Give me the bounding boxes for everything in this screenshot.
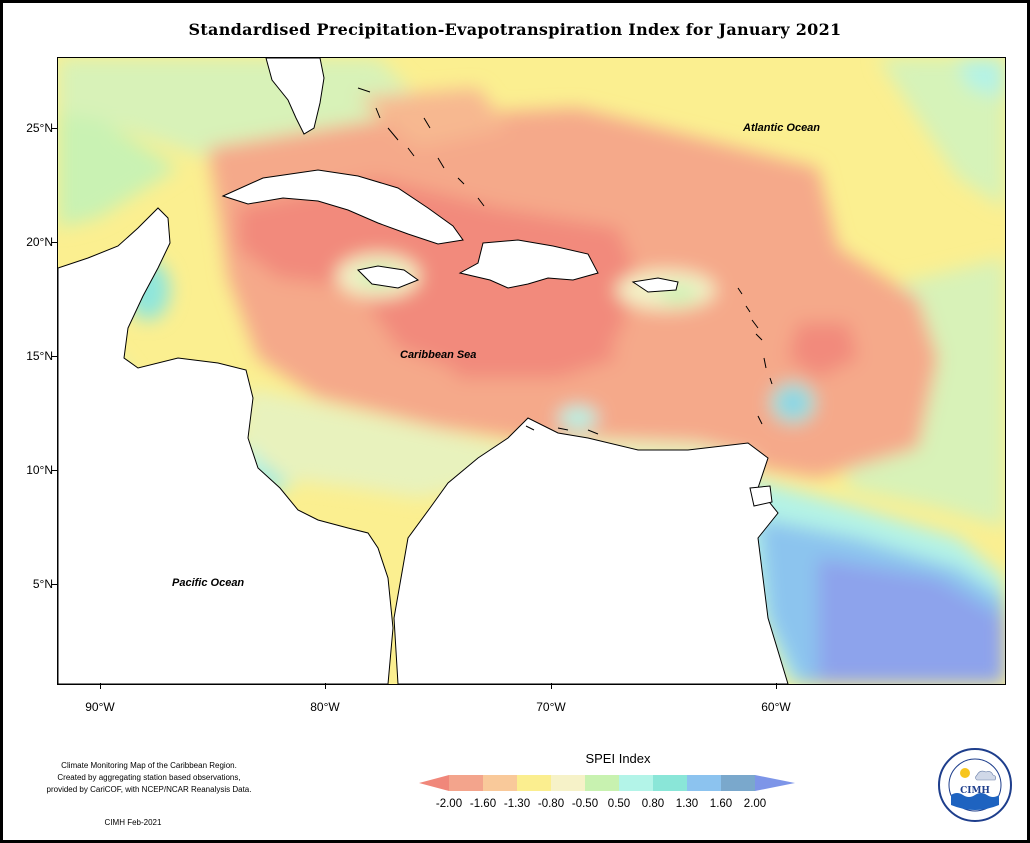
- lon-label-80w: 80°W: [310, 700, 340, 714]
- footnote-line: Climate Monitoring Map of the Caribbean …: [61, 761, 237, 770]
- lat-tick: [51, 356, 57, 357]
- puerto-rico: [631, 277, 679, 293]
- waves-icon: [951, 793, 999, 810]
- lon-label-70w: 70°W: [536, 700, 566, 714]
- legend-label: -0.50: [571, 798, 599, 810]
- legend-label: -2.00: [435, 798, 463, 810]
- lon-label-60w: 60°W: [761, 700, 791, 714]
- map-title: Standardised Precipitation-Evapotranspir…: [188, 20, 842, 39]
- map-panel: [57, 57, 1006, 685]
- legend-swatch: [755, 775, 795, 791]
- lon-tick: [325, 683, 326, 689]
- hispaniola: [458, 239, 599, 289]
- lat-label-10n: 10°N: [26, 463, 53, 477]
- south-america: [393, 417, 789, 684]
- lat-tick: [51, 584, 57, 585]
- lon-label-90w: 90°W: [85, 700, 115, 714]
- legend-label: 0.80: [641, 798, 665, 810]
- footnote: Climate Monitoring Map of the Caribbean …: [25, 760, 273, 796]
- legend-swatch: [449, 775, 483, 791]
- legend-colorbar: [419, 775, 795, 791]
- small-islands: [357, 87, 773, 435]
- legend-swatch: [653, 775, 687, 791]
- lat-label-25n: 25°N: [26, 121, 53, 135]
- central-america: [58, 207, 394, 684]
- logo-text: CIMH: [960, 786, 990, 796]
- lat-tick: [51, 470, 57, 471]
- legend-swatch: [483, 775, 517, 791]
- florida: [265, 58, 325, 135]
- lon-tick: [776, 683, 777, 689]
- legend-swatch: [419, 775, 449, 791]
- legend-label: 2.00: [743, 798, 767, 810]
- cuba: [221, 169, 464, 245]
- legend-swatch: [551, 775, 585, 791]
- caribbean-sea-label: Caribbean Sea: [400, 349, 477, 361]
- lat-tick: [51, 242, 57, 243]
- pacific-ocean-label: Pacific Ocean: [172, 577, 245, 589]
- legend-label: -1.60: [469, 798, 497, 810]
- lat-label-5n: 5°N: [32, 577, 53, 591]
- legend-swatch: [585, 775, 619, 791]
- spei-map: [58, 58, 1005, 684]
- legend-swatch: [517, 775, 551, 791]
- lon-tick: [551, 683, 552, 689]
- lat-label-20n: 20°N: [26, 235, 53, 249]
- cloud-icon: [975, 770, 996, 781]
- sun-icon: [960, 768, 970, 778]
- atlantic-ocean-label: Atlantic Ocean: [743, 122, 821, 134]
- jamaica: [356, 265, 420, 289]
- land-masses: [58, 58, 789, 684]
- cimh-logo: CIMH: [938, 748, 1012, 822]
- lon-tick: [100, 683, 101, 689]
- legend-label: -0.80: [537, 798, 565, 810]
- lat-tick: [51, 128, 57, 129]
- credit-text: CIMH Feb-2021: [104, 818, 162, 827]
- footnote-line: provided by CariCOF, with NCEP/NCAR Rean…: [46, 785, 252, 794]
- legend-swatch: [687, 775, 721, 791]
- footnote-line: Created by aggregating station based obs…: [57, 773, 241, 782]
- lat-label-15n: 15°N: [26, 349, 53, 363]
- legend-swatch: [721, 775, 755, 791]
- legend-label: 1.60: [709, 798, 733, 810]
- legend-label: -1.30: [503, 798, 531, 810]
- legend-label: 0.50: [607, 798, 631, 810]
- legend-title: SPEI Index: [585, 751, 651, 766]
- legend-label: 1.30: [675, 798, 699, 810]
- trinidad: [749, 485, 773, 507]
- legend-swatch: [619, 775, 653, 791]
